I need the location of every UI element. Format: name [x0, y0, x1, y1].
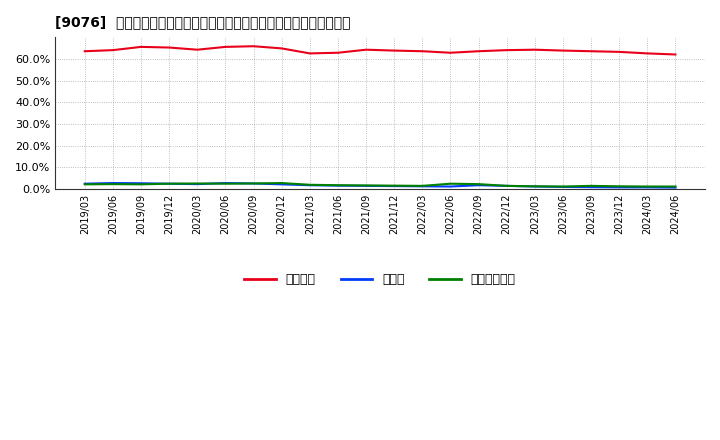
- Legend: 自己資本, のれん, 繰延税金資産: 自己資本, のれん, 繰延税金資産: [240, 268, 521, 291]
- Text: [9076]  自己資本、のれん、繰延税金資産の総資産に対する比率の推移: [9076] 自己資本、のれん、繰延税金資産の総資産に対する比率の推移: [55, 15, 351, 29]
